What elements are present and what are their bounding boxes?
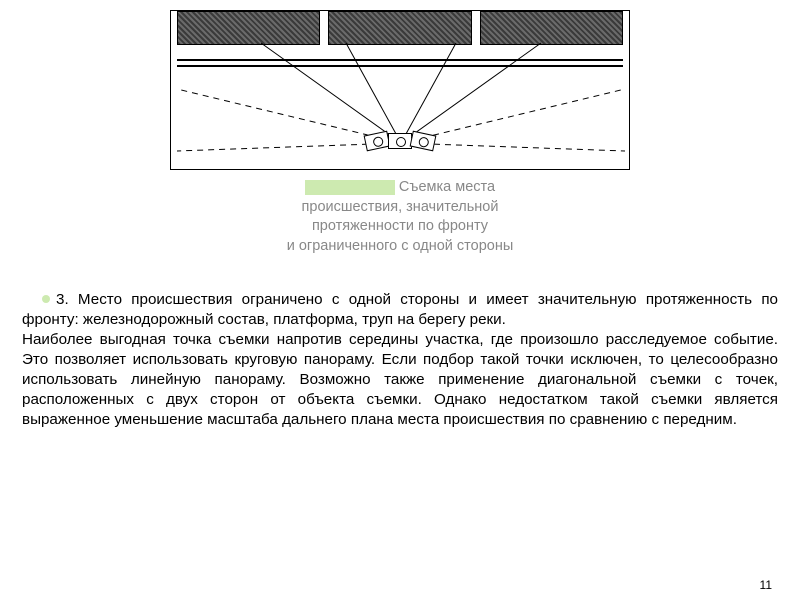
scene-diagram (170, 10, 630, 170)
paragraph-2: Наиболее выгодная точка съемки напротив … (22, 330, 778, 430)
camera-icon (364, 131, 391, 152)
caption-text: Съемка места (399, 179, 495, 195)
body-text: 3. Место происшествия ограничено с одной… (22, 290, 778, 430)
caption-text: и ограниченного с одной стороны (287, 238, 514, 254)
rail-line (177, 65, 623, 67)
caption-highlight (305, 180, 395, 195)
caption-text: происшествия, значительной (302, 199, 499, 215)
hatched-panel (328, 11, 471, 45)
page-number: 11 (760, 578, 772, 592)
camera-icon (388, 133, 412, 149)
paragraph-1: 3. Место происшествия ограничено с одной… (22, 291, 778, 328)
bullet-icon (42, 295, 50, 303)
caption-text: протяженности по фронту (312, 218, 488, 234)
diagram-wrapper: Съемка места происшествия, значительной … (170, 10, 630, 256)
camera-icon (410, 131, 437, 152)
rail-line (177, 59, 623, 61)
hatched-panel (480, 11, 623, 45)
diagram-caption: Съемка места происшествия, значительной … (180, 178, 620, 256)
hatched-panel-row (171, 11, 629, 45)
camera-cluster (365, 127, 435, 155)
hatched-panel (177, 11, 320, 45)
